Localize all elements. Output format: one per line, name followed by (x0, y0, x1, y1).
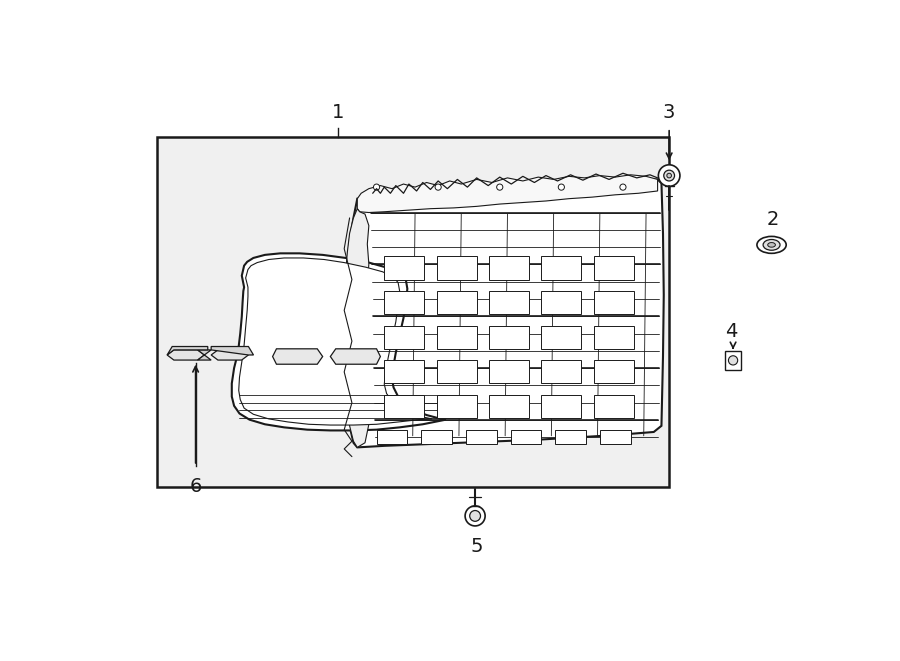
Polygon shape (238, 258, 432, 425)
Text: 1: 1 (332, 102, 344, 122)
Polygon shape (167, 350, 204, 360)
Polygon shape (489, 291, 529, 314)
Polygon shape (599, 430, 631, 444)
Polygon shape (198, 350, 212, 360)
Polygon shape (436, 291, 477, 314)
Circle shape (558, 184, 564, 190)
Polygon shape (357, 175, 658, 213)
Polygon shape (167, 346, 208, 355)
Polygon shape (594, 326, 634, 349)
Circle shape (664, 170, 674, 181)
Polygon shape (510, 430, 541, 444)
Polygon shape (436, 256, 477, 280)
Polygon shape (541, 395, 581, 418)
Text: 5: 5 (471, 537, 483, 556)
Polygon shape (344, 179, 664, 447)
Circle shape (728, 356, 738, 365)
Circle shape (435, 184, 441, 190)
Ellipse shape (768, 243, 776, 247)
Polygon shape (384, 395, 424, 418)
Polygon shape (489, 395, 529, 418)
Polygon shape (594, 360, 634, 383)
Text: 3: 3 (663, 102, 675, 122)
Text: 2: 2 (767, 210, 779, 229)
Polygon shape (541, 326, 581, 349)
Circle shape (620, 184, 626, 190)
Text: 4: 4 (724, 322, 737, 341)
Polygon shape (212, 346, 254, 355)
Polygon shape (436, 395, 477, 418)
Polygon shape (489, 256, 529, 280)
Ellipse shape (757, 237, 787, 253)
Polygon shape (725, 351, 741, 369)
Circle shape (374, 184, 380, 190)
Circle shape (659, 165, 680, 186)
Circle shape (667, 173, 671, 178)
Polygon shape (330, 349, 381, 364)
Polygon shape (376, 430, 408, 444)
Text: 6: 6 (189, 477, 202, 496)
Polygon shape (436, 326, 477, 349)
Polygon shape (273, 349, 322, 364)
Polygon shape (384, 256, 424, 280)
Polygon shape (594, 256, 634, 280)
Polygon shape (232, 253, 446, 430)
Polygon shape (541, 256, 581, 280)
Polygon shape (466, 430, 497, 444)
Ellipse shape (763, 239, 780, 251)
Circle shape (465, 506, 485, 526)
Polygon shape (384, 291, 424, 314)
Polygon shape (555, 430, 586, 444)
Polygon shape (384, 326, 424, 349)
Polygon shape (541, 291, 581, 314)
Polygon shape (421, 430, 452, 444)
Polygon shape (436, 360, 477, 383)
Polygon shape (384, 360, 424, 383)
Polygon shape (594, 395, 634, 418)
Polygon shape (212, 350, 248, 360)
Polygon shape (594, 291, 634, 314)
Polygon shape (344, 209, 369, 447)
Polygon shape (158, 137, 669, 487)
Polygon shape (489, 360, 529, 383)
Circle shape (497, 184, 503, 190)
Polygon shape (541, 360, 581, 383)
Circle shape (470, 510, 481, 522)
Polygon shape (489, 326, 529, 349)
